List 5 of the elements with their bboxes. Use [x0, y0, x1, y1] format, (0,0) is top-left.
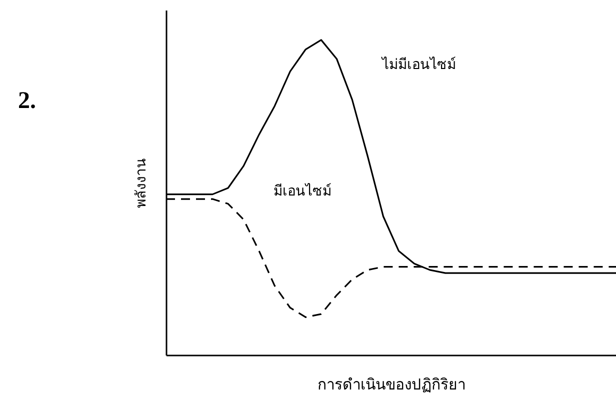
x-axis-title: การดำเนินของปฏิกิริยา [318, 376, 466, 394]
y-axis-title: พลังงาน [134, 158, 150, 208]
text: มีเอนไซม์ [274, 182, 332, 200]
text: 2. [18, 88, 36, 115]
text: ไม่มีเอนไซม์ [381, 56, 456, 73]
